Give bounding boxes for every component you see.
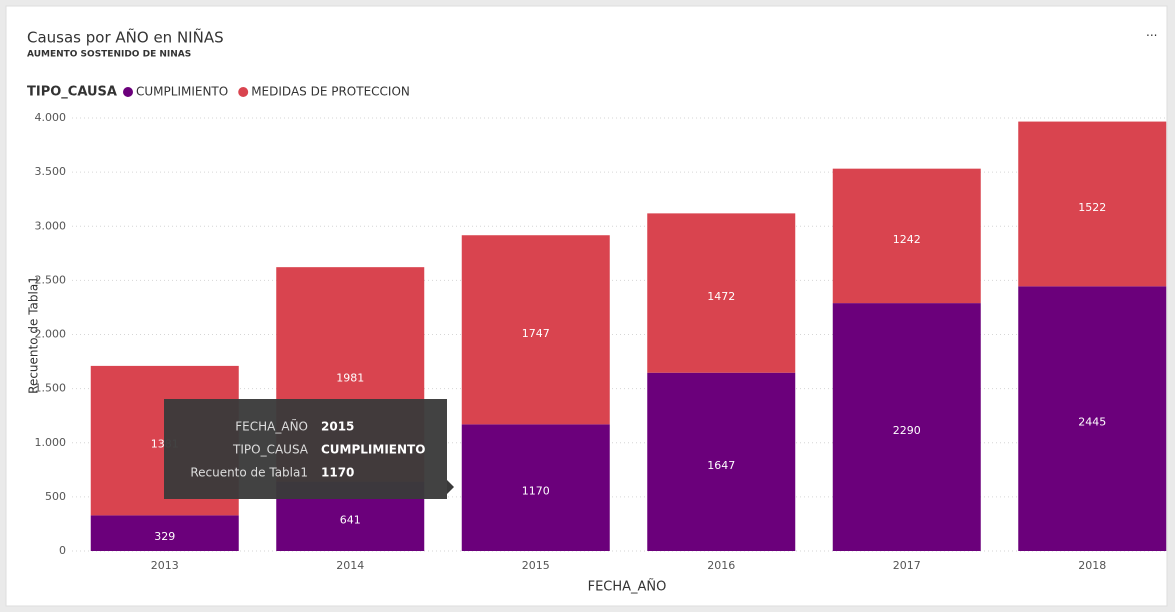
tooltip-label: FECHA_AÑO bbox=[235, 419, 308, 434]
bar-segment bbox=[1018, 121, 1167, 287]
y-tick-label: 3.500 bbox=[35, 165, 67, 178]
bar-segment bbox=[90, 515, 239, 551]
data-label: 641 bbox=[340, 513, 361, 526]
data-label: 1522 bbox=[1078, 201, 1106, 214]
data-label: 1981 bbox=[336, 371, 364, 384]
legend-swatch bbox=[238, 87, 249, 97]
legend-swatch bbox=[123, 87, 133, 97]
x-tick-label: 2013 bbox=[151, 559, 179, 572]
tooltip-label: TIPO_CAUSA bbox=[232, 443, 309, 457]
chart-title: Causas por AÑO en NIÑAS bbox=[27, 28, 224, 47]
y-tick-label: 4.000 bbox=[35, 111, 67, 124]
bar-segment bbox=[647, 372, 796, 551]
bar-segment bbox=[832, 168, 981, 304]
y-tick-label: 1.500 bbox=[35, 382, 67, 395]
legend-title: TIPO_CAUSA bbox=[27, 85, 117, 100]
x-axis-title: FECHA_AÑO bbox=[588, 579, 667, 595]
data-label: 1647 bbox=[707, 459, 735, 472]
y-tick-label: 3.000 bbox=[35, 219, 67, 232]
bar-segment bbox=[832, 303, 981, 551]
bar-segment bbox=[647, 213, 796, 373]
y-tick-label: 0 bbox=[59, 544, 66, 557]
data-label: 329 bbox=[154, 530, 175, 543]
legend-label: CUMPLIMIENTO bbox=[136, 85, 228, 99]
tooltip-value: CUMPLIMIENTO bbox=[321, 443, 425, 457]
bar-segment bbox=[1018, 286, 1167, 551]
tooltip-box bbox=[164, 399, 447, 499]
bar-segment bbox=[461, 424, 610, 551]
tooltip-label: Recuento de Tabla1 bbox=[190, 466, 308, 480]
bar-segment bbox=[461, 235, 610, 425]
y-axis-title: Recuento de Tabla1 bbox=[27, 276, 41, 394]
data-label: 1747 bbox=[522, 327, 550, 340]
legend-label: MEDIDAS DE PROTECCION bbox=[251, 85, 410, 99]
tooltip-value: 1170 bbox=[321, 466, 354, 480]
data-label: 1242 bbox=[893, 233, 921, 246]
x-tick-label: 2016 bbox=[707, 559, 735, 572]
data-label: 2445 bbox=[1078, 416, 1106, 429]
data-label: 1170 bbox=[522, 485, 550, 498]
y-tick-label: 1.000 bbox=[35, 436, 67, 449]
x-tick-label: 2014 bbox=[336, 559, 364, 572]
x-tick-label: 2018 bbox=[1078, 559, 1106, 572]
data-label: 1472 bbox=[707, 290, 735, 303]
y-tick-label: 2.500 bbox=[35, 273, 67, 286]
x-tick-label: 2015 bbox=[522, 559, 550, 572]
y-tick-label: 500 bbox=[45, 490, 66, 503]
more-options[interactable]: ··· bbox=[1146, 29, 1157, 43]
chart-subtitle: AUMENTO SOSTENIDO DE NINAS bbox=[27, 50, 191, 60]
x-tick-label: 2017 bbox=[893, 559, 921, 572]
y-tick-label: 2.000 bbox=[35, 328, 67, 341]
data-label: 2290 bbox=[893, 424, 921, 437]
tooltip-arrow bbox=[447, 480, 454, 494]
tooltip-value: 2015 bbox=[321, 420, 354, 434]
